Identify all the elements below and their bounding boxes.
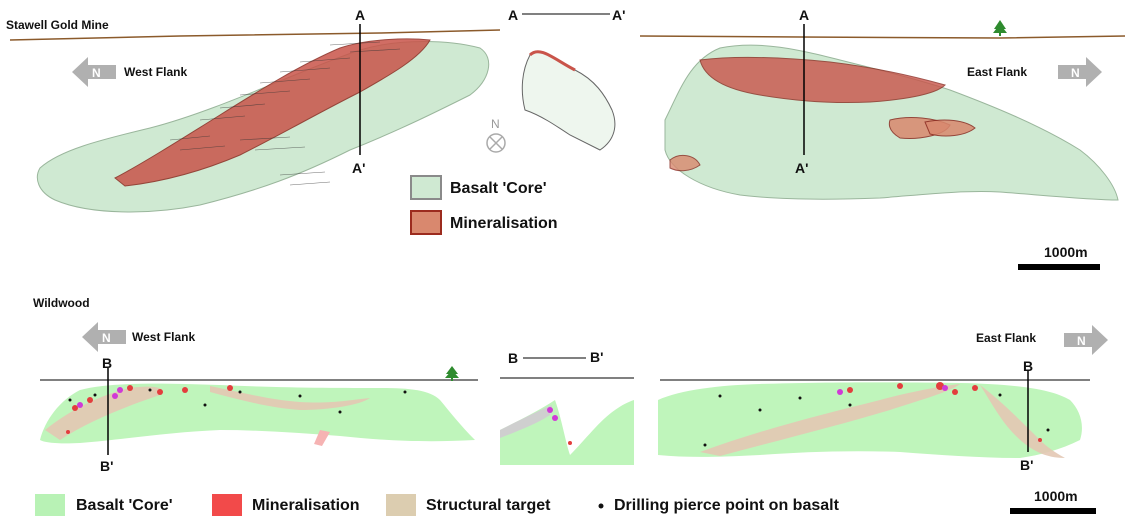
north-arrow-west-top: N — [72, 57, 116, 92]
legend-swatch-mineral-bottom — [212, 494, 242, 516]
section-a-prime-label-west: A' — [352, 160, 366, 176]
east-mineral-lens-3 — [669, 154, 701, 172]
west-mineralisation — [114, 38, 431, 187]
wildwood-drill-points — [68, 388, 1050, 447]
top-west-flank-label: West Flank — [124, 65, 188, 79]
wildwood-west-structural-3 — [314, 430, 330, 446]
north-arrow-label: N — [102, 331, 111, 345]
legend-swatch-basalt-top — [410, 175, 442, 200]
legend-swatch-basalt-bottom — [35, 494, 65, 516]
legend-swatch-structural-bottom — [386, 494, 416, 516]
legend-swatch-mineral-top — [410, 210, 442, 235]
north-symbol-circle — [486, 133, 506, 153]
legend-basalt-top-label: Basalt 'Core' — [450, 180, 547, 197]
wildwood-magenta-points — [77, 385, 948, 421]
section-a-prime-label-east: A' — [795, 160, 809, 176]
section-a-label-middle: A — [508, 7, 519, 23]
west-drillholes — [169, 41, 401, 186]
section-b-label-middle: B — [508, 350, 519, 366]
section-a-prime-label-middle: A' — [612, 7, 626, 23]
legend-mineral-bottom-label: Mineralisation — [252, 497, 360, 514]
north-arrow-east-top: N — [1058, 57, 1102, 92]
tree-icon — [993, 20, 1007, 36]
wildwood-west-structural-2 — [210, 386, 370, 410]
wildwood-east-structural-2 — [980, 385, 1065, 458]
section-b-label-east: B — [1023, 358, 1034, 374]
wildwood-section-b-basalt — [500, 400, 634, 465]
section-b-prime-label-east: B' — [1020, 457, 1034, 473]
north-arrow-west-bottom: N — [82, 322, 126, 357]
north-arrow-label: N — [92, 66, 101, 80]
scale-label-bottom: 1000m — [1034, 488, 1078, 504]
east-mineralisation — [699, 56, 946, 104]
top-east-flank-label: East Flank — [967, 65, 1028, 79]
section-b-prime-label-west: B' — [100, 458, 114, 474]
bottom-east-flank-label: East Flank — [976, 331, 1037, 345]
north-arrow-east-bottom: N — [1064, 325, 1108, 360]
legend-dot-drill — [598, 503, 604, 509]
section-b-prime-label-middle: B' — [590, 349, 604, 365]
section-b-label-west: B — [102, 355, 113, 371]
legend-mineral-top-label: Mineralisation — [450, 215, 558, 232]
scale-bar-bottom — [1010, 508, 1096, 514]
wildwood-section-b-grey — [500, 405, 552, 438]
legend-basalt-bottom-label: Basalt 'Core' — [76, 497, 173, 514]
top-title: Stawell Gold Mine — [6, 18, 109, 32]
bottom-title: Wildwood — [33, 296, 90, 310]
north-symbol-label: N — [491, 117, 500, 131]
section-a-label-west: A — [355, 7, 366, 23]
wildwood-west-structural — [45, 386, 163, 440]
legend-drill-bottom-label: Drilling pierce point on basalt — [614, 497, 839, 514]
scale-label-top: 1000m — [1044, 244, 1088, 260]
topography-line-east — [639, 35, 1126, 39]
north-arrow-label: N — [1077, 334, 1086, 348]
tree-icon-bottom — [445, 366, 459, 381]
section-a-mineral — [528, 50, 576, 72]
bottom-west-flank-label: West Flank — [132, 330, 196, 344]
legend-structural-bottom-label: Structural target — [426, 497, 551, 514]
scale-bar-top — [1018, 264, 1100, 270]
north-arrow-label: N — [1071, 66, 1080, 80]
wildwood-east-structural — [700, 384, 960, 456]
section-a-label-east: A — [799, 7, 810, 23]
east-mineral-lens-2 — [924, 119, 976, 137]
topography-line-west — [9, 29, 501, 41]
